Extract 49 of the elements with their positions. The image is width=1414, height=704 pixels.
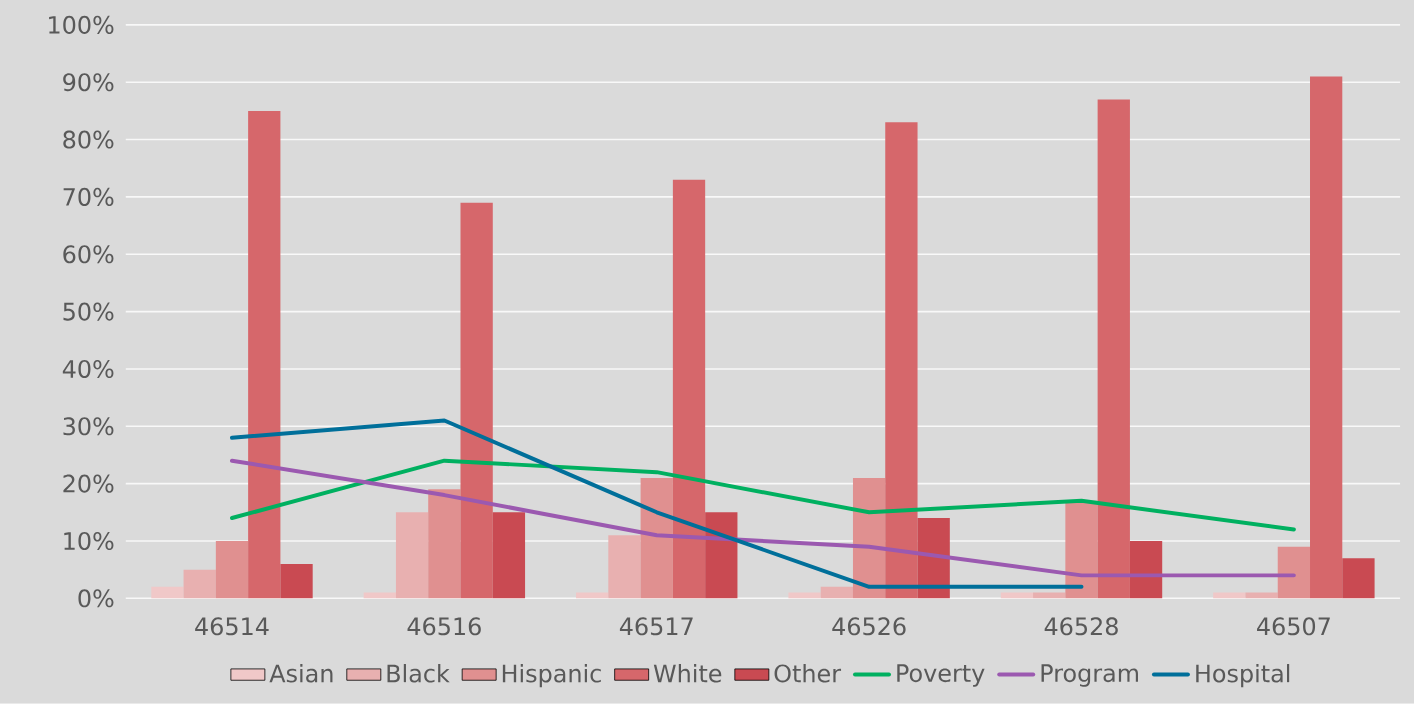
legend-label: Asian <box>269 664 333 683</box>
bar <box>492 512 526 599</box>
y-tick-label: 0% <box>78 589 114 608</box>
bar <box>705 512 738 599</box>
x-tick-label: 46526 <box>832 617 906 636</box>
bar <box>428 489 461 599</box>
y-tick-label: 90% <box>63 73 114 92</box>
bar <box>1097 99 1130 599</box>
x-tick-label: 46507 <box>1257 617 1330 636</box>
y-tick-label: 50% <box>63 302 114 321</box>
bar <box>151 586 184 599</box>
line-series <box>230 418 1084 589</box>
bar <box>885 122 918 599</box>
legend-label: Other <box>774 664 842 683</box>
legend-label: Hispanic <box>502 664 601 688</box>
y-tick-label: 10% <box>64 532 114 551</box>
y-tick-label: 30% <box>63 417 114 436</box>
bar <box>1342 558 1375 599</box>
legend-label: Hospital <box>1196 664 1290 688</box>
bar <box>460 202 493 599</box>
bar <box>820 586 853 599</box>
bar <box>248 110 281 599</box>
bar <box>672 179 706 599</box>
y-tick-label: 20% <box>63 474 114 493</box>
bar <box>1065 500 1098 599</box>
x-tick-label: 46517 <box>619 617 693 636</box>
bar <box>1277 546 1311 599</box>
line-series <box>230 458 1296 532</box>
bar <box>215 541 249 599</box>
legend-label: Poverty <box>897 664 985 687</box>
y-tick-label: 80% <box>63 130 114 149</box>
legend-label: Black <box>387 664 450 683</box>
bar <box>608 535 641 599</box>
y-tick-label: 60% <box>63 245 114 264</box>
bar <box>640 477 673 599</box>
bar <box>395 512 429 599</box>
legend-label: Program <box>1041 664 1138 687</box>
line-series <box>230 458 1296 578</box>
bar <box>280 563 313 599</box>
x-tick-label: 46528 <box>1044 617 1118 636</box>
legend-label: White <box>653 664 722 683</box>
x-tick-label: 46516 <box>407 617 481 636</box>
y-tick-label: 70% <box>63 187 114 207</box>
bar <box>183 569 216 599</box>
x-tick-label: 46514 <box>195 617 269 636</box>
bar <box>1129 541 1163 599</box>
y-tick-label: 40% <box>62 359 114 379</box>
bar <box>1310 76 1343 599</box>
y-tick-label: 100% <box>49 15 114 34</box>
